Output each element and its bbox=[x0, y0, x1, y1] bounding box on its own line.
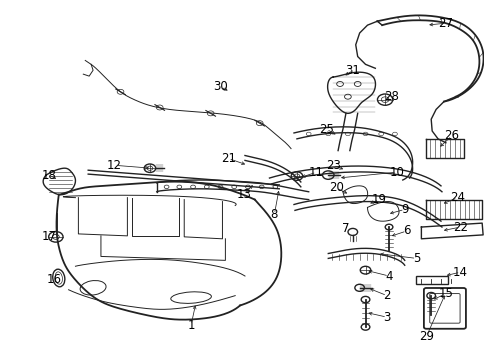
Text: 10: 10 bbox=[388, 166, 404, 179]
Text: 2: 2 bbox=[383, 289, 390, 302]
Text: 5: 5 bbox=[412, 252, 419, 265]
Text: 24: 24 bbox=[449, 191, 464, 204]
Text: 29: 29 bbox=[418, 330, 433, 343]
Text: 18: 18 bbox=[41, 168, 56, 181]
Text: 23: 23 bbox=[325, 159, 340, 172]
Text: 16: 16 bbox=[46, 274, 61, 287]
Text: 26: 26 bbox=[444, 129, 458, 143]
Text: 20: 20 bbox=[328, 181, 343, 194]
Text: 9: 9 bbox=[400, 203, 407, 216]
Text: 28: 28 bbox=[384, 90, 399, 103]
Text: 11: 11 bbox=[308, 166, 324, 179]
Text: 4: 4 bbox=[385, 270, 392, 283]
Text: 21: 21 bbox=[221, 152, 235, 165]
Text: 31: 31 bbox=[345, 64, 360, 77]
Bar bbox=[416, 276, 447, 284]
Text: 22: 22 bbox=[452, 221, 467, 234]
Text: 14: 14 bbox=[452, 266, 467, 279]
Text: 25: 25 bbox=[318, 122, 333, 136]
Text: 19: 19 bbox=[371, 193, 386, 206]
Text: 30: 30 bbox=[213, 80, 227, 93]
Text: 6: 6 bbox=[402, 225, 409, 238]
Text: 27: 27 bbox=[438, 17, 452, 30]
Text: 12: 12 bbox=[107, 159, 122, 172]
Text: 15: 15 bbox=[438, 287, 452, 300]
Text: 17: 17 bbox=[41, 230, 57, 243]
Text: 13: 13 bbox=[236, 188, 251, 201]
Text: 8: 8 bbox=[270, 208, 278, 221]
Text: 3: 3 bbox=[383, 311, 390, 324]
Text: 1: 1 bbox=[187, 319, 194, 332]
Text: 7: 7 bbox=[342, 222, 349, 235]
